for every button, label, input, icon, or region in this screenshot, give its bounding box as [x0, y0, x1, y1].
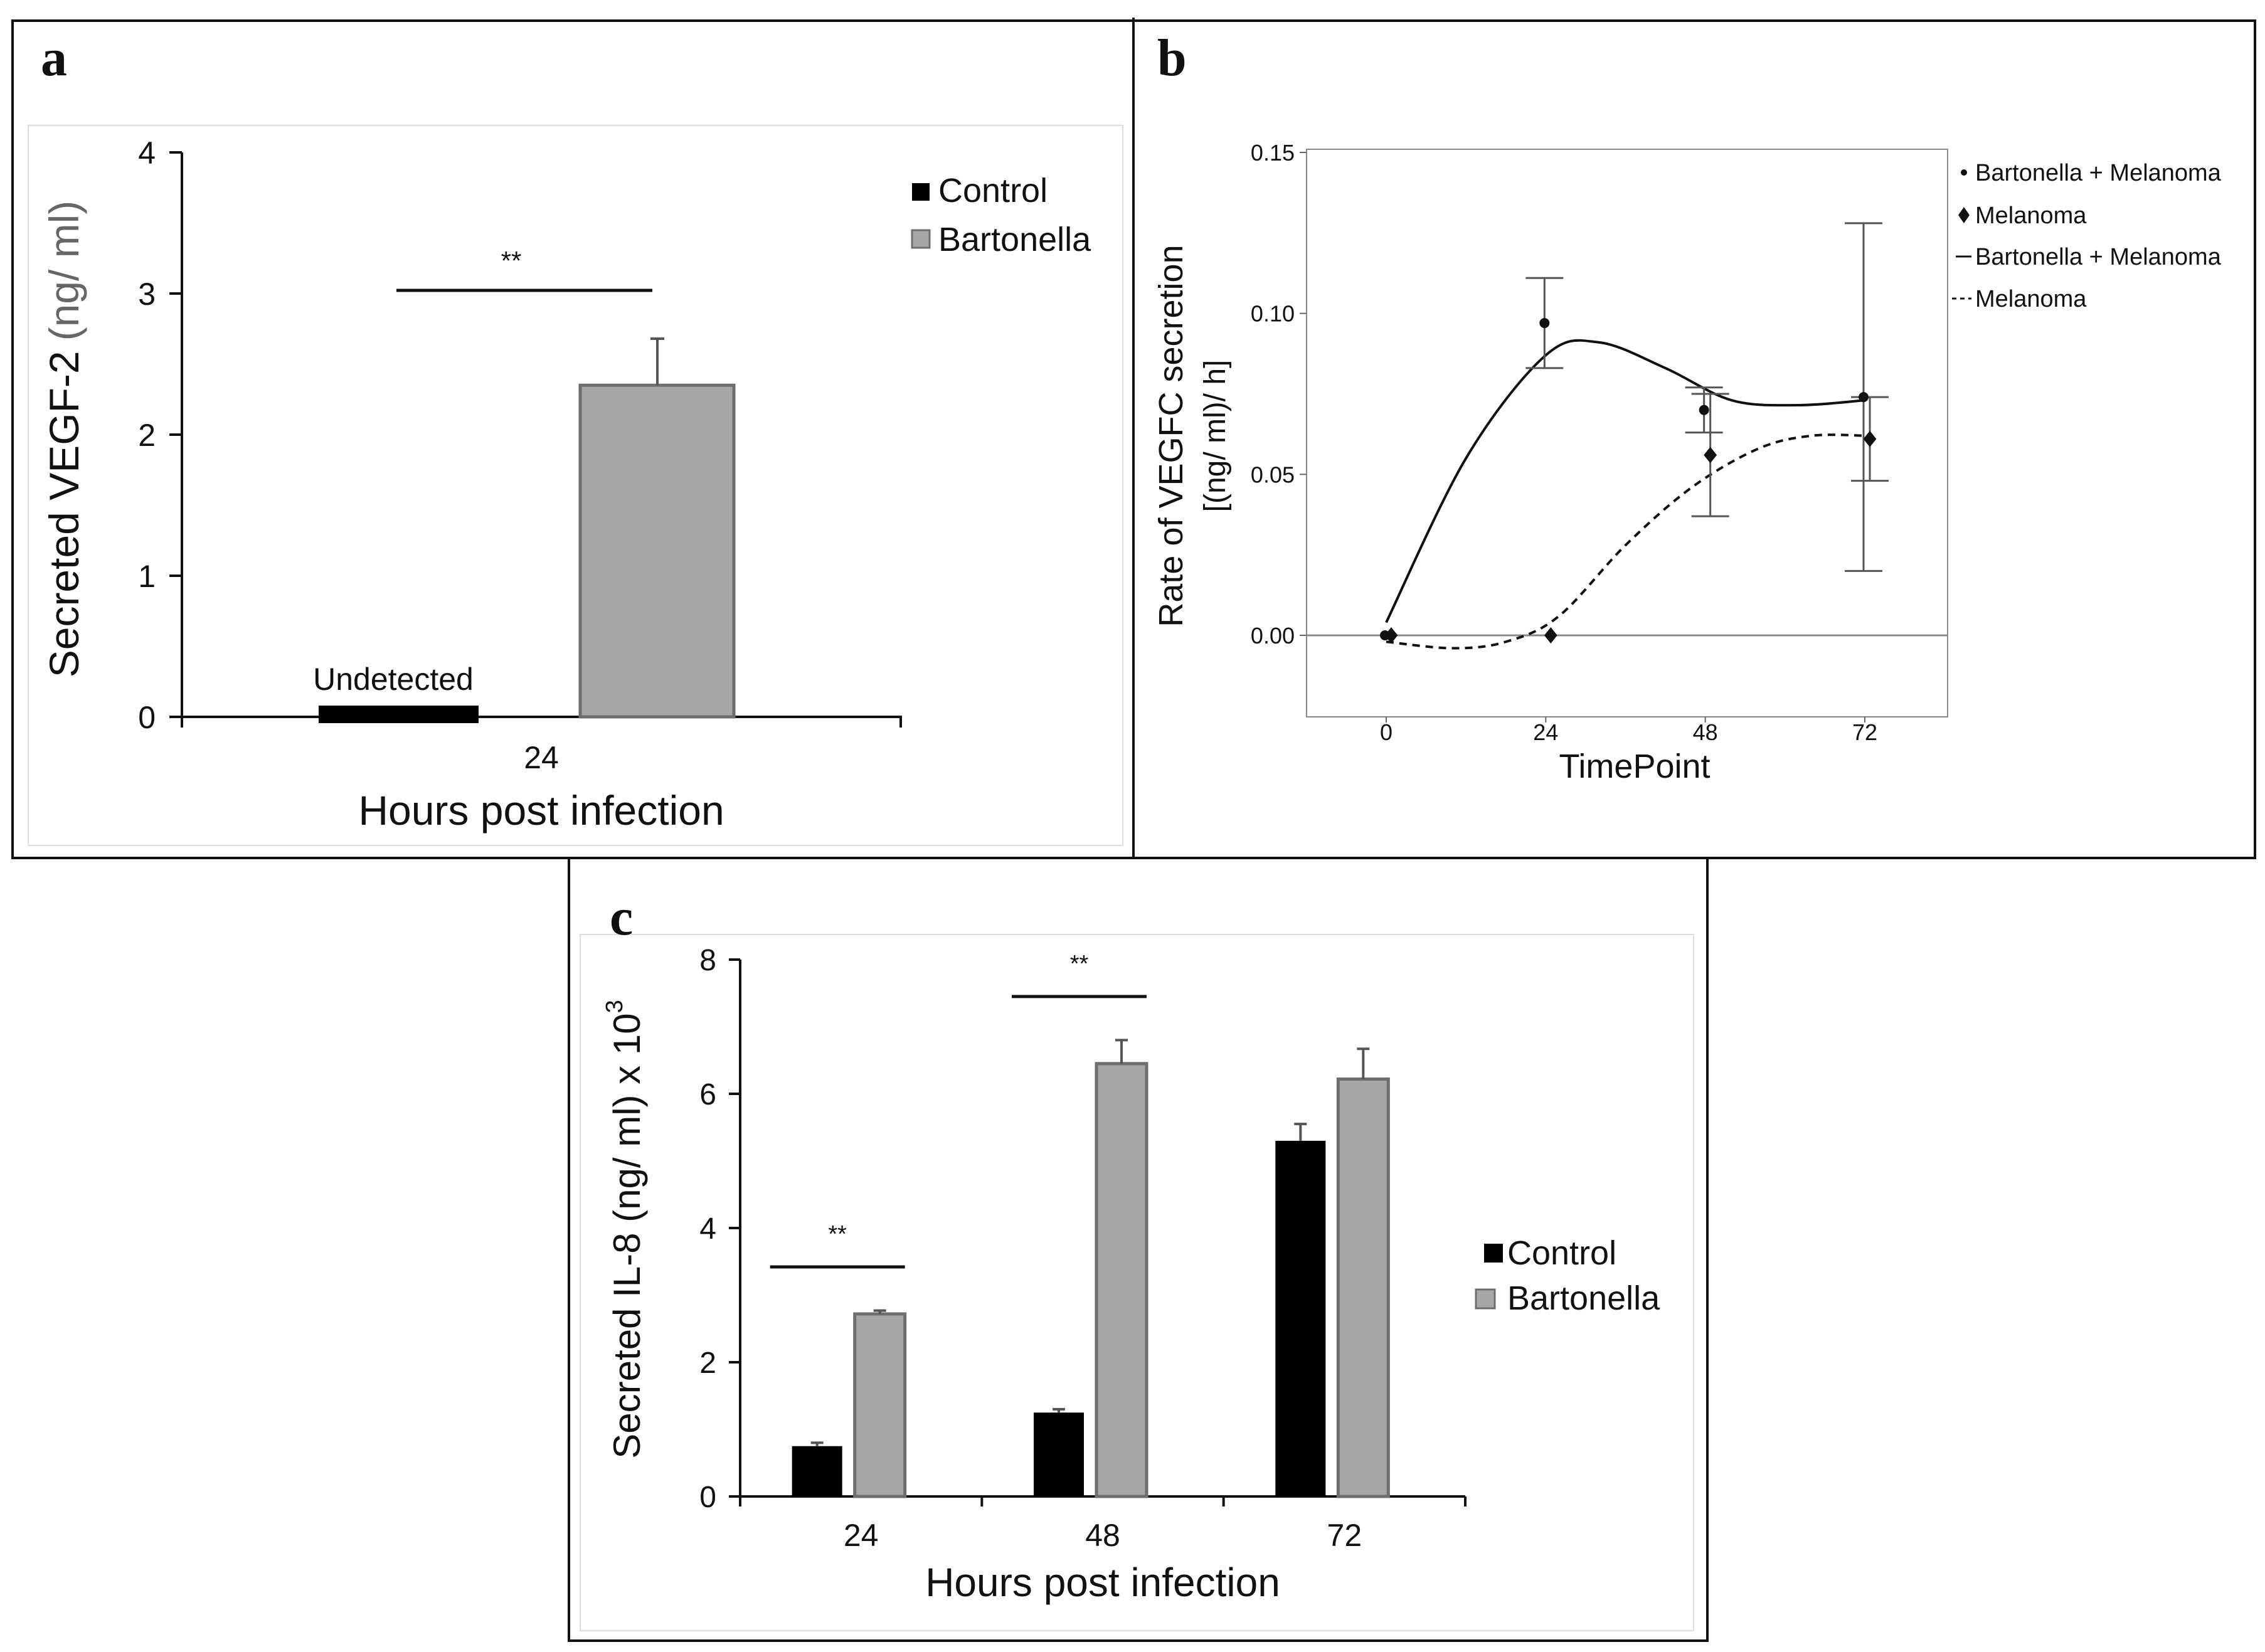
c-bar-bartonella — [1095, 1062, 1148, 1498]
b-y-tick-label: 0.05 — [1251, 462, 1295, 487]
a-y-tick-label: 2 — [138, 418, 156, 453]
b-point-melanoma — [1384, 627, 1398, 643]
b-x-axis-title: TimePoint — [1559, 748, 1710, 785]
c-legend-swatch-control — [1484, 1244, 1503, 1263]
c-bar-bartonella — [853, 1312, 907, 1498]
b-x-tick-label: 72 — [1852, 719, 1877, 745]
b-y-tick-label: 0.00 — [1251, 623, 1295, 649]
b-fit-line-bartonella-melanoma — [1385, 339, 1865, 623]
a-bar-control — [319, 706, 479, 723]
panel-a-plot-frame — [28, 125, 1123, 846]
a-y-tick-label: 3 — [138, 277, 156, 312]
a-undetected-label: Undetected — [313, 662, 474, 697]
panel-b-chart: 0.00 0.05 0.10 0.15 0 24 48 72 TimePoint Rate … — [1152, 140, 2222, 785]
a-y-tick-label: 0 — [138, 700, 156, 735]
panel-frame-c — [568, 857, 1709, 1642]
c-bar-control — [1034, 1412, 1084, 1496]
c-y-tick-label: 0 — [699, 1481, 716, 1514]
a-y-axis-title: Secreted VEGF-2 (ng/ ml) — [41, 201, 87, 678]
c-bar-control — [792, 1446, 842, 1496]
b-point-bartonella-melanoma — [1539, 318, 1550, 329]
b-y-tick-label: 0.15 — [1251, 140, 1295, 166]
c-significance-label: ** — [828, 1221, 847, 1247]
c-y-tick-label: 8 — [699, 944, 716, 977]
b-plot-area — [1306, 149, 1948, 717]
a-legend-swatch-control — [912, 183, 930, 201]
b-y-tick-label: 0.10 — [1251, 301, 1295, 327]
b-x-tick-label: 24 — [1533, 719, 1558, 745]
a-significance-label: ** — [501, 246, 522, 275]
c-y-axis-title: Secreted IL-8 (ng/ ml) x 103 — [602, 1000, 648, 1458]
c-y-tick-label: 4 — [699, 1212, 716, 1246]
c-legend-swatch-bartonella — [1475, 1288, 1496, 1310]
b-point-melanoma — [1863, 430, 1877, 447]
panel-b-letter: b — [1157, 29, 1187, 87]
b-point-bartonella-melanoma — [1699, 405, 1709, 415]
a-y-axis-title-main: Secreted VEGF-2 — [41, 351, 87, 677]
a-x-axis-title: Hours post infection — [358, 787, 724, 834]
panel-a-letter: a — [41, 29, 67, 87]
a-legend-label-control: Control — [938, 172, 1048, 209]
c-x-tick-label: 48 — [1085, 1518, 1120, 1553]
c-y-tick-label: 6 — [699, 1078, 716, 1111]
panel-a-chart: 0 1 2 3 4 24 Hours post infection Secreted V… — [41, 135, 1091, 834]
panel-c-letter: c — [610, 888, 633, 946]
b-fit-line-melanoma — [1386, 433, 1865, 650]
c-y-tick-label: 2 — [699, 1347, 716, 1380]
c-bar-control — [1275, 1140, 1326, 1496]
a-y-tick-label: 4 — [138, 135, 156, 171]
c-x-tick-label: 24 — [844, 1518, 879, 1553]
b-point-melanoma — [1544, 627, 1557, 643]
c-legend-label-bartonella: Bartonella — [1507, 1279, 1660, 1317]
b-point-bartonella-melanoma — [1859, 392, 1869, 403]
b-legend-marker-dot — [1961, 169, 1967, 176]
b-x-tick-label: 0 — [1380, 719, 1392, 745]
b-legend-label-4: Melanoma — [1975, 286, 2087, 312]
c-x-tick-label: 72 — [1327, 1518, 1362, 1553]
panel-c-plot-frame — [580, 934, 1694, 1631]
a-y-axis-title-units: (ng/ ml) — [41, 201, 87, 341]
b-point-melanoma — [1704, 447, 1717, 463]
b-legend-label-3: Bartonella + Melanoma — [1975, 244, 2222, 270]
a-bar-bartonella — [578, 383, 736, 719]
a-legend-label-bartonella: Bartonella — [938, 221, 1091, 258]
a-x-tick-label: 24 — [524, 740, 559, 775]
b-legend-marker-diamond — [1958, 207, 1970, 223]
b-legend-label-2: Melanoma — [1975, 203, 2087, 229]
c-x-axis-title: Hours post infection — [925, 1560, 1280, 1605]
c-y-axis-title-main: Secreted IL-8 (ng/ ml) x 10 — [606, 1013, 648, 1458]
a-y-tick-label: 1 — [138, 559, 156, 594]
c-significance-label: ** — [1070, 951, 1089, 977]
c-legend-label-control: Control — [1507, 1234, 1616, 1272]
b-y-axis-title-line1: Rate of VEGFC secretion — [1152, 245, 1190, 627]
b-legend-label-1: Bartonella + Melanoma — [1975, 160, 2222, 186]
c-y-axis-title-sup: 3 — [602, 1000, 628, 1013]
b-x-tick-label: 48 — [1693, 719, 1718, 745]
b-y-axis-title-line2: [(ng/ ml)/ h] — [1199, 360, 1232, 512]
c-bar-bartonella — [1336, 1077, 1390, 1498]
a-legend-swatch-bartonella — [911, 229, 931, 249]
